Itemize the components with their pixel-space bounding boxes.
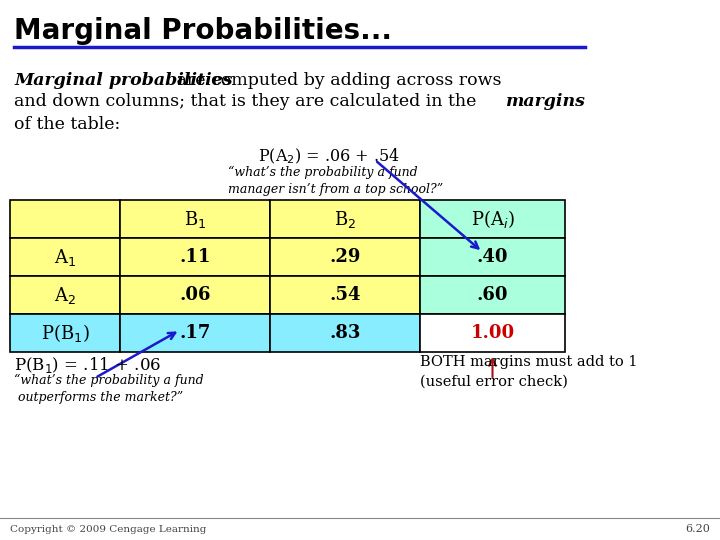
Bar	[420, 238, 565, 276]
Text: “what’s the probability a fund
 outperforms the market?”: “what’s the probability a fund outperfor…	[14, 374, 204, 404]
Text: of the table:: of the table:	[14, 116, 120, 133]
Text: B$_1$: B$_1$	[184, 208, 206, 230]
Text: .54: .54	[329, 286, 361, 304]
Bar	[270, 314, 420, 352]
Text: P(A$_2$) = .06 + .54: P(A$_2$) = .06 + .54	[258, 147, 400, 166]
Text: .17: .17	[179, 324, 211, 342]
Text: “what’s the probability a fund
manager isn’t from a top school?”: “what’s the probability a fund manager i…	[228, 166, 443, 196]
Bar	[270, 200, 420, 238]
Text: Copyright © 2009 Cengage Learning: Copyright © 2009 Cengage Learning	[10, 525, 207, 534]
Text: A$_2$: A$_2$	[54, 285, 76, 306]
Bar	[120, 238, 270, 276]
Bar	[420, 314, 565, 352]
Text: .60: .60	[477, 286, 508, 304]
Text: 6.20: 6.20	[685, 524, 710, 534]
Text: are computed by adding across rows: are computed by adding across rows	[171, 72, 502, 89]
Text: B$_2$: B$_2$	[334, 208, 356, 230]
Bar	[270, 238, 420, 276]
Text: and down columns; that is they are calculated in the: and down columns; that is they are calcu…	[14, 93, 482, 110]
Text: P(B$_1$): P(B$_1$)	[40, 322, 89, 344]
Bar	[10, 314, 120, 352]
Bar	[120, 314, 270, 352]
Bar	[420, 276, 565, 314]
Bar	[10, 200, 120, 238]
Text: .06: .06	[179, 286, 211, 304]
Text: A$_1$: A$_1$	[54, 246, 76, 267]
Bar	[120, 200, 270, 238]
Bar	[10, 238, 120, 276]
Text: .83: .83	[329, 324, 361, 342]
Text: .29: .29	[329, 248, 361, 266]
Text: Marginal Probabilities...: Marginal Probabilities...	[14, 17, 392, 45]
Bar	[120, 276, 270, 314]
Text: P(A$_i$): P(A$_i$)	[471, 208, 515, 230]
Text: Marginal probabilities: Marginal probabilities	[14, 72, 233, 89]
Text: P(B$_1$) = .11 + .06: P(B$_1$) = .11 + .06	[14, 355, 161, 375]
Bar	[420, 200, 565, 238]
Text: .40: .40	[477, 248, 508, 266]
Text: margins: margins	[505, 93, 585, 110]
Text: BOTH margins must add to 1
(useful error check): BOTH margins must add to 1 (useful error…	[420, 355, 637, 388]
Bar	[270, 276, 420, 314]
Text: 1.00: 1.00	[470, 324, 515, 342]
Text: .11: .11	[179, 248, 211, 266]
Bar	[10, 276, 120, 314]
